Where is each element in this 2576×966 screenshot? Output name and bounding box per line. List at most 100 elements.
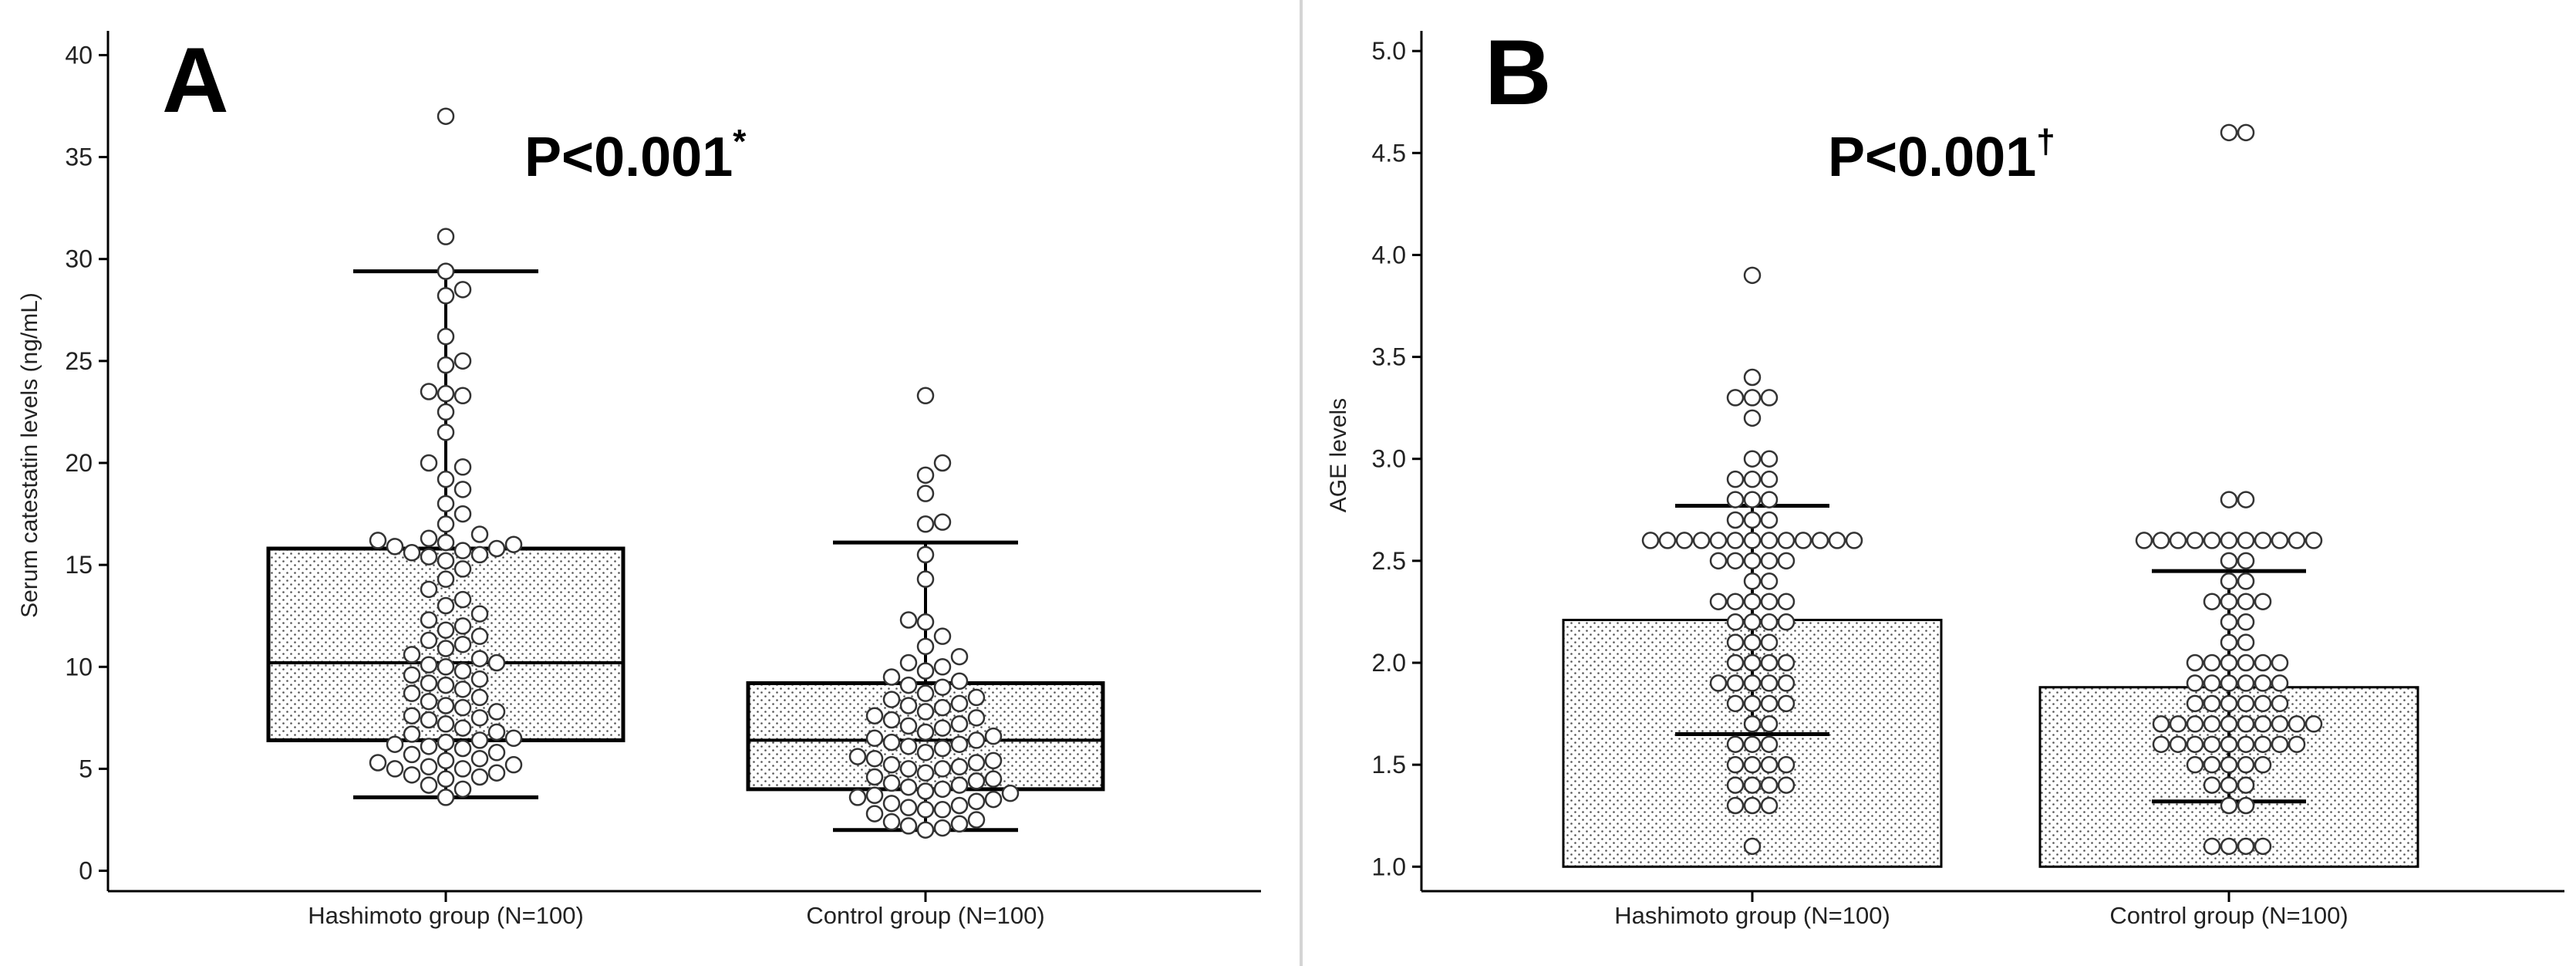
data-point bbox=[1760, 532, 1779, 549]
data-point bbox=[470, 768, 489, 786]
data-point bbox=[453, 281, 472, 299]
data-point bbox=[470, 545, 489, 564]
panel-label: B bbox=[1485, 21, 1552, 124]
data-point bbox=[437, 676, 455, 694]
data-point bbox=[437, 715, 455, 733]
data-point bbox=[950, 672, 969, 691]
data-point bbox=[420, 656, 438, 674]
data-point bbox=[420, 611, 438, 629]
data-point bbox=[1777, 593, 1795, 610]
data-point bbox=[950, 735, 969, 753]
data-point bbox=[916, 387, 935, 405]
data-point bbox=[882, 733, 901, 752]
data-point bbox=[950, 796, 969, 815]
y-tick-label: 5 bbox=[79, 755, 93, 782]
data-point bbox=[916, 723, 935, 741]
data-point bbox=[916, 485, 935, 502]
data-point bbox=[420, 692, 438, 711]
data-point bbox=[1743, 796, 1762, 815]
panel-label: A bbox=[162, 29, 229, 132]
data-point bbox=[2237, 593, 2255, 610]
data-point bbox=[2220, 123, 2238, 142]
data-point bbox=[2237, 755, 2255, 774]
data-point bbox=[2220, 573, 2238, 590]
data-point bbox=[933, 513, 952, 531]
data-point bbox=[2203, 654, 2221, 672]
data-point bbox=[865, 768, 884, 786]
data-point bbox=[865, 786, 884, 805]
data-point bbox=[470, 688, 489, 707]
data-point bbox=[950, 758, 969, 776]
data-point bbox=[453, 617, 472, 635]
data-point bbox=[2169, 715, 2187, 733]
data-point bbox=[916, 782, 935, 800]
data-point bbox=[437, 570, 455, 588]
data-point bbox=[967, 731, 986, 749]
data-point bbox=[1760, 389, 1779, 407]
x-category-label: Hashimoto group (N=100) bbox=[1614, 902, 1890, 929]
data-point bbox=[504, 729, 523, 748]
data-point bbox=[899, 738, 918, 755]
data-point bbox=[2186, 755, 2204, 774]
data-point bbox=[2254, 755, 2272, 774]
data-point bbox=[2237, 573, 2255, 590]
data-point bbox=[916, 821, 935, 839]
data-point bbox=[967, 709, 986, 727]
data-point bbox=[1743, 511, 1762, 529]
data-point bbox=[1658, 532, 1677, 549]
data-point bbox=[2135, 532, 2153, 549]
data-point bbox=[2237, 776, 2255, 794]
data-point bbox=[2237, 674, 2255, 692]
y-tick-label: 5.0 bbox=[1372, 37, 1406, 65]
panel-b: 1.0 1.5 2.0 2.5 3.0 3.5 4.0 4.5 5.0 AGE levels Has… bbox=[1326, 21, 2564, 929]
data-point bbox=[933, 454, 952, 472]
data-point bbox=[1828, 532, 1846, 549]
data-point bbox=[437, 287, 455, 305]
data-point bbox=[2271, 532, 2289, 549]
data-point bbox=[933, 698, 952, 717]
data-point bbox=[470, 731, 489, 749]
data-point bbox=[1777, 674, 1795, 692]
data-point bbox=[1743, 532, 1762, 549]
data-point bbox=[1743, 633, 1762, 651]
data-point bbox=[1760, 694, 1779, 713]
data-point bbox=[2237, 837, 2255, 856]
data-point bbox=[1760, 755, 1779, 774]
data-point bbox=[1726, 613, 1745, 631]
data-point bbox=[950, 694, 969, 713]
data-point bbox=[916, 570, 935, 588]
data-point bbox=[950, 815, 969, 833]
y-tick-label: 15 bbox=[65, 551, 93, 579]
data-point bbox=[865, 805, 884, 822]
data-point bbox=[950, 647, 969, 666]
data-point bbox=[420, 674, 438, 692]
data-point bbox=[1726, 470, 1745, 488]
y-tick-label: 4.0 bbox=[1372, 241, 1406, 269]
data-point bbox=[403, 544, 421, 562]
data-point bbox=[453, 352, 472, 370]
data-point bbox=[437, 552, 455, 570]
data-point bbox=[2288, 735, 2306, 753]
data-point bbox=[386, 538, 404, 556]
data-point bbox=[403, 745, 421, 764]
data-point bbox=[437, 770, 455, 788]
data-point bbox=[1777, 776, 1795, 794]
data-point bbox=[1777, 694, 1795, 713]
data-point bbox=[984, 770, 1003, 788]
data-point bbox=[2237, 633, 2255, 651]
data-point bbox=[2305, 715, 2323, 733]
data-point bbox=[1777, 552, 1795, 570]
data-point bbox=[2220, 776, 2238, 794]
data-point bbox=[453, 739, 472, 758]
data-point bbox=[403, 725, 421, 743]
data-point bbox=[437, 384, 455, 403]
data-point bbox=[2237, 613, 2255, 631]
data-point bbox=[2237, 491, 2255, 508]
data-point bbox=[1743, 694, 1762, 713]
data-point bbox=[1760, 654, 1779, 672]
data-point bbox=[2237, 694, 2255, 713]
data-point bbox=[470, 749, 489, 768]
data-point bbox=[882, 668, 901, 686]
data-point bbox=[1760, 633, 1779, 651]
